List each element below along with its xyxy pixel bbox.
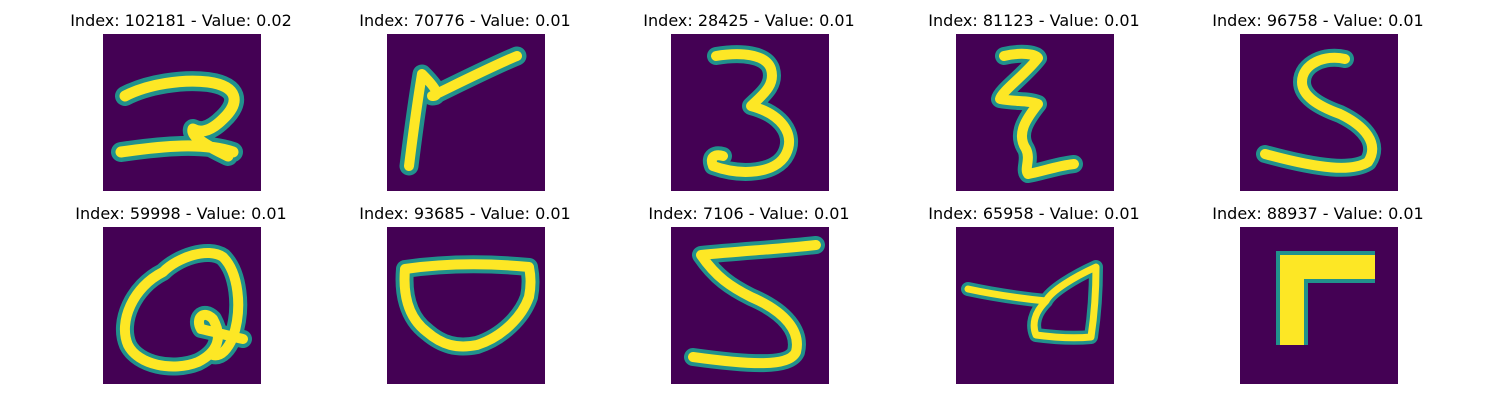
digit-image bbox=[956, 227, 1114, 384]
digit-image bbox=[1240, 34, 1398, 191]
digit-panel: Index: 81123 - Value: 0.01 bbox=[894, 12, 1174, 192]
panel-title: Index: 88937 - Value: 0.01 bbox=[1212, 204, 1424, 223]
bowl-glyph bbox=[395, 255, 540, 356]
digit-panel: Index: 93685 - Value: 0.01 bbox=[325, 205, 605, 385]
digit-image bbox=[671, 227, 829, 384]
angle-glyph bbox=[1276, 251, 1375, 345]
loop-glyph bbox=[115, 244, 252, 376]
digit-image bbox=[956, 34, 1114, 191]
digit-image bbox=[103, 227, 261, 384]
digit-3-glyph bbox=[702, 45, 799, 181]
panel-title: Index: 65958 - Value: 0.01 bbox=[928, 204, 1140, 223]
digit-panel: Index: 96758 - Value: 0.01 bbox=[1178, 12, 1458, 192]
digit-panel: Index: 88937 - Value: 0.01 bbox=[1178, 205, 1458, 385]
panel-title: Index: 102181 - Value: 0.02 bbox=[70, 11, 292, 30]
digit-2-glyph bbox=[111, 71, 245, 166]
digit-panel: Index: 102181 - Value: 0.02 bbox=[41, 12, 321, 192]
panel-title: Index: 7106 - Value: 0.01 bbox=[648, 204, 850, 223]
digit-panel: Index: 7106 - Value: 0.01 bbox=[609, 205, 889, 385]
digit-3-zigzag-glyph bbox=[991, 44, 1083, 183]
digit-panel: Index: 28425 - Value: 0.01 bbox=[609, 12, 889, 192]
panel-title: Index: 96758 - Value: 0.01 bbox=[1212, 11, 1424, 30]
digit-image bbox=[387, 34, 545, 191]
panel-title: Index: 28425 - Value: 0.01 bbox=[643, 11, 855, 30]
panel-title: Index: 59998 - Value: 0.01 bbox=[75, 204, 287, 223]
digit-7-glyph bbox=[399, 46, 527, 176]
digit-image bbox=[1240, 227, 1398, 384]
digit-image bbox=[671, 34, 829, 191]
panel-title: Index: 93685 - Value: 0.01 bbox=[359, 204, 571, 223]
digit-5-glyph bbox=[684, 236, 825, 373]
digit-image bbox=[103, 34, 261, 191]
digit-panel: Index: 70776 - Value: 0.01 bbox=[325, 12, 605, 192]
panel-title: Index: 70776 - Value: 0.01 bbox=[359, 11, 571, 30]
triangle-loop-glyph bbox=[961, 260, 1103, 345]
digit-image bbox=[387, 227, 545, 384]
digit-panel: Index: 65958 - Value: 0.01 bbox=[894, 205, 1174, 385]
digit-5-glyph bbox=[1256, 48, 1382, 177]
digit-panel: Index: 59998 - Value: 0.01 bbox=[41, 205, 321, 385]
panel-title: Index: 81123 - Value: 0.01 bbox=[928, 11, 1140, 30]
